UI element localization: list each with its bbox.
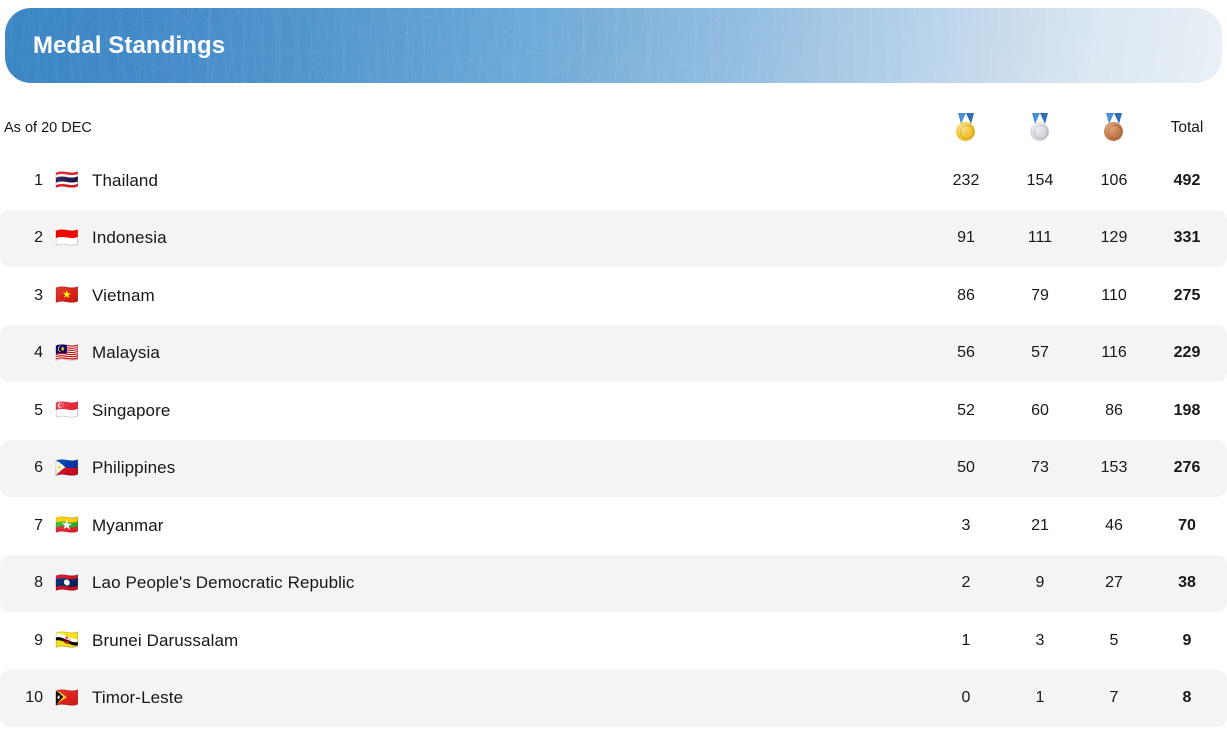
gold-count: 86 (957, 286, 975, 304)
silver-count: 73 (1031, 459, 1049, 477)
total-count: 276 (1173, 459, 1201, 477)
medal-standings-table: As of 20 DEC Total 1 🇹🇭 Thailand (0, 103, 1227, 727)
table-header-row: As of 20 DEC Total (0, 103, 1227, 152)
total-count: 275 (1173, 286, 1201, 304)
table-row[interactable]: 5 🇸🇬 Singapore 52 60 86 198 (0, 382, 1227, 440)
silver-count: 1 (1035, 689, 1045, 707)
bronze-count: 86 (1105, 401, 1123, 419)
bronze-count: 106 (1100, 171, 1128, 189)
silver-count: 79 (1031, 286, 1049, 304)
silver-count: 57 (1031, 344, 1049, 362)
silver-medal-icon (1027, 112, 1053, 143)
page-header-banner: Medal Standings (5, 8, 1222, 83)
total-count: 8 (1182, 689, 1192, 707)
country-name: Timor-Leste (92, 688, 184, 708)
total-count: 229 (1173, 344, 1201, 362)
bronze-count: 153 (1100, 459, 1128, 477)
gold-medal-icon (953, 112, 979, 143)
country-flag-icon: 🇧🇳 (55, 630, 79, 652)
table-row[interactable]: 7 🇲🇲 Myanmar 3 21 46 70 (0, 497, 1227, 555)
row-rank: 4 (34, 344, 43, 362)
bronze-count: 129 (1100, 229, 1128, 247)
row-rank: 1 (34, 171, 43, 189)
gold-count: 0 (961, 689, 971, 707)
gold-count: 3 (961, 516, 971, 534)
bronze-count: 27 (1105, 574, 1123, 592)
table-body: 1 🇹🇭 Thailand 232 154 106 492 2 🇮🇩 Indon… (0, 152, 1227, 727)
column-header-bronze (1077, 112, 1151, 143)
bronze-medal-icon (1101, 112, 1127, 143)
silver-count: 154 (1026, 171, 1054, 189)
silver-count: 21 (1031, 516, 1049, 534)
country-flag-icon: 🇮🇩 (55, 227, 79, 249)
silver-count: 3 (1035, 631, 1045, 649)
country-name: Vietnam (92, 285, 155, 305)
country-flag-icon: 🇸🇬 (55, 400, 79, 422)
country-flag-icon: 🇻🇳 (55, 285, 79, 307)
country-name: Myanmar (92, 515, 164, 535)
bronze-count: 116 (1101, 344, 1127, 362)
column-header-silver (1003, 112, 1077, 143)
total-count: 492 (1173, 171, 1201, 189)
page-title: Medal Standings (33, 31, 226, 59)
country-name: Indonesia (92, 228, 167, 248)
total-count: 331 (1173, 229, 1201, 247)
country-name: Lao People's Democratic Republic (92, 573, 355, 593)
gold-count: 52 (957, 401, 975, 419)
total-count: 38 (1178, 574, 1196, 592)
row-rank: 3 (34, 286, 43, 304)
country-name: Brunei Darussalam (92, 630, 239, 650)
table-row[interactable]: 10 🇹🇱 Timor-Leste 0 1 7 8 (0, 669, 1227, 727)
silver-count: 111 (1027, 229, 1053, 247)
column-header-total: Total (1170, 118, 1204, 136)
gold-count: 50 (957, 459, 975, 477)
total-count: 70 (1178, 516, 1196, 534)
country-flag-icon: 🇱🇦 (55, 572, 79, 594)
row-rank: 7 (34, 516, 43, 534)
silver-count: 60 (1031, 401, 1049, 419)
bronze-count: 7 (1109, 689, 1119, 707)
row-rank: 9 (34, 631, 43, 649)
gold-count: 91 (957, 229, 975, 247)
table-row[interactable]: 3 🇻🇳 Vietnam 86 79 110 275 (0, 267, 1227, 325)
bronze-count: 110 (1101, 286, 1127, 304)
country-flag-icon: 🇲🇲 (55, 515, 79, 537)
country-name: Thailand (92, 170, 159, 190)
bronze-count: 46 (1105, 516, 1123, 534)
gold-count: 56 (957, 344, 975, 362)
gold-count: 2 (961, 574, 971, 592)
row-rank: 6 (34, 459, 43, 477)
country-flag-icon: 🇵🇭 (55, 457, 79, 479)
silver-count: 9 (1035, 574, 1045, 592)
total-count: 198 (1173, 401, 1201, 419)
country-flag-icon: 🇹🇭 (55, 170, 79, 192)
table-row[interactable]: 1 🇹🇭 Thailand 232 154 106 492 (0, 152, 1227, 210)
gold-count: 232 (952, 171, 980, 189)
row-rank: 2 (34, 229, 43, 247)
country-flag-icon: 🇲🇾 (55, 342, 79, 364)
country-name: Singapore (92, 400, 171, 420)
table-row[interactable]: 9 🇧🇳 Brunei Darussalam 1 3 5 9 (0, 612, 1227, 670)
row-rank: 8 (34, 574, 43, 592)
row-rank: 5 (34, 401, 43, 419)
column-header-gold (929, 112, 1003, 143)
country-name: Philippines (92, 458, 176, 478)
total-count: 9 (1182, 631, 1192, 649)
as-of-label: As of 20 DEC (4, 119, 92, 136)
country-name: Malaysia (92, 343, 160, 363)
row-rank: 10 (25, 689, 43, 707)
table-row[interactable]: 6 🇵🇭 Philippines 50 73 153 276 (0, 439, 1227, 497)
bronze-count: 5 (1109, 631, 1119, 649)
table-row[interactable]: 4 🇲🇾 Malaysia 56 57 116 229 (0, 324, 1227, 382)
gold-count: 1 (961, 631, 971, 649)
table-row[interactable]: 8 🇱🇦 Lao People's Democratic Republic 2 … (0, 554, 1227, 612)
table-row[interactable]: 2 🇮🇩 Indonesia 91 111 129 331 (0, 209, 1227, 267)
country-flag-icon: 🇹🇱 (55, 687, 79, 709)
